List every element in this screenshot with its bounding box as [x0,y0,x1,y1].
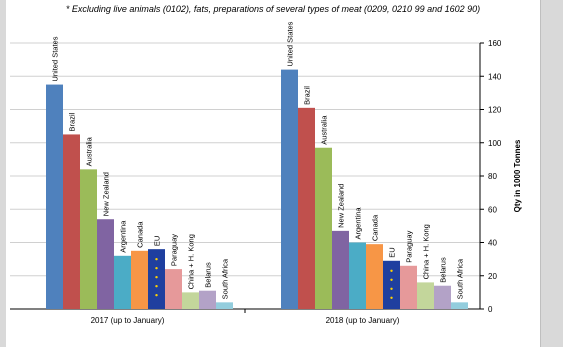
bar-label: United States [51,36,60,81]
bar [46,85,63,309]
y-tick-label: 0 [488,305,493,314]
bar-label: Brazil [68,112,77,131]
bar-label: Canada [371,214,380,241]
bar [349,243,366,310]
bar-label: South Africa [221,258,230,299]
bar-label: Brazil [303,86,312,105]
bar-label: Paraguay [405,230,414,262]
bar [114,256,131,309]
bar-label: New Zealand [337,184,346,228]
bar-label: Belarus [204,262,213,288]
y-tick-label: 100 [488,139,502,148]
bar [417,282,434,309]
eu-star [155,285,157,287]
bar [366,244,383,309]
bar [315,148,332,309]
bar-label: United States [286,21,295,66]
bar [281,70,298,309]
bar-label: China + H. Kong [422,224,431,279]
eu-star [390,270,392,272]
bar [97,219,114,309]
bar [332,231,349,309]
eu-star [155,294,157,296]
bar-label: South Africa [456,258,465,299]
bar-label: Australia [320,115,329,145]
chart-panel: * Excluding live animals (0102), fats, p… [6,0,541,347]
bar [216,302,233,309]
eu-star [155,267,157,269]
bar-label: Argentina [119,220,128,253]
bar [383,261,400,309]
y-tick-label: 120 [488,106,502,115]
eu-star [390,297,392,299]
eu-star [155,276,157,278]
bar [298,108,315,309]
eu-star [390,288,392,290]
x-category-label: 2018 (up to January) [326,316,400,325]
bar-label: Paraguay [170,234,179,266]
y-axis-label: Qty in 1000 Tonnes [513,139,522,212]
bar [80,169,97,309]
eu-star [390,279,392,281]
bar-label: Argentina [354,207,363,240]
bar [400,266,417,309]
bar [131,251,148,309]
bar-label: New Zealand [102,172,111,216]
bar-label: Australia [85,136,94,166]
y-tick-label: 160 [488,39,502,48]
bar-label: EU [153,236,162,246]
bar-label: China + H. Kong [187,234,196,289]
bar [199,291,216,309]
y-tick-label: 80 [488,172,497,181]
bar-label: Belarus [439,257,448,283]
bar [434,286,451,309]
bar [182,292,199,309]
bar-label: Canada [136,221,145,248]
bar [63,134,80,309]
y-tick-label: 40 [488,239,497,248]
y-tick-label: 60 [488,205,497,214]
y-tick-label: 20 [488,272,497,281]
bar [165,269,182,309]
bar-label: EU [388,247,397,257]
x-category-label: 2017 (up to January) [91,316,165,325]
bar-chart: 0 20 40 60 80 100 120 140 160 Qty in 1000 Tonnes U… [6,0,540,347]
eu-star [155,258,157,260]
bar [451,302,468,309]
y-tick-label: 140 [488,72,502,81]
